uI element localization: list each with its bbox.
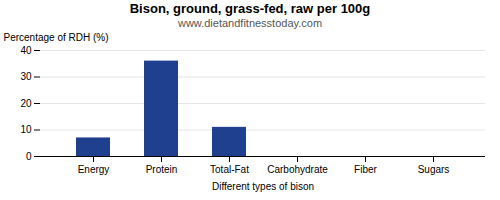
svg-text:20: 20 xyxy=(20,98,32,109)
svg-text:0: 0 xyxy=(26,151,32,162)
svg-text:30: 30 xyxy=(20,71,32,82)
svg-text:Percentage of RDH (%): Percentage of RDH (%) xyxy=(4,32,109,43)
svg-text:Carbohydrate: Carbohydrate xyxy=(267,164,328,175)
svg-text:40: 40 xyxy=(20,45,32,56)
svg-text:Energy: Energy xyxy=(78,164,110,175)
html-text:Bison, ground, grass-fed, raw: Bison, ground, grass-fed, raw per 100g xyxy=(129,1,371,16)
svg-text:10: 10 xyxy=(20,124,32,135)
svg-text:Sugars: Sugars xyxy=(418,164,450,175)
svg-text:Protein: Protein xyxy=(146,164,178,175)
svg-text:Different types of bison: Different types of bison xyxy=(212,181,314,192)
svg-text:Fiber: Fiber xyxy=(354,164,377,175)
svg-text:Total-Fat: Total-Fat xyxy=(210,164,249,175)
html-text:www.dietandfitnesstoday.com: www.dietandfitnesstoday.com xyxy=(178,17,322,29)
